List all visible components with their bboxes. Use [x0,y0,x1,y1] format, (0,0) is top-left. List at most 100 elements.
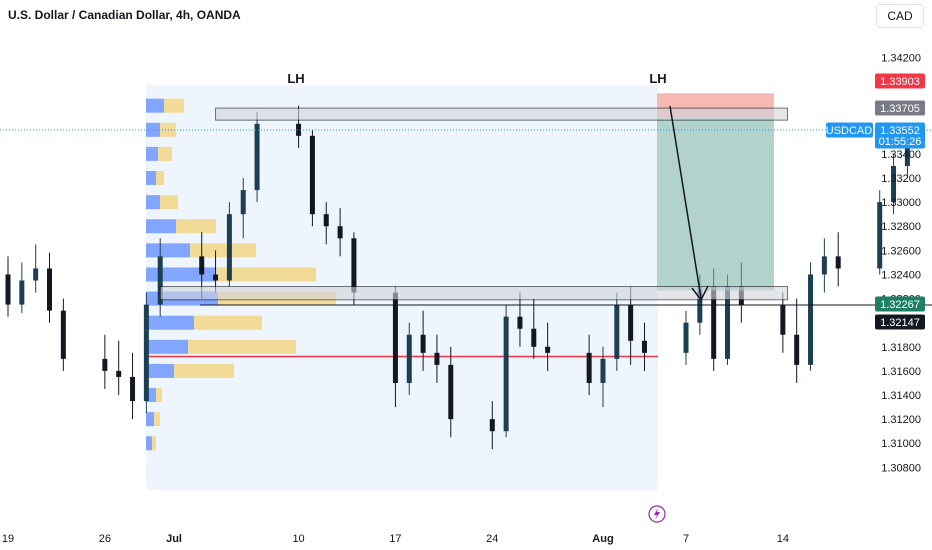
price-label-value: 1.32267 [880,299,920,311]
candles [5,105,910,450]
candle-body [143,304,149,402]
resistance-zone[interactable] [215,107,789,121]
candle-body [489,419,495,432]
price-label-box [875,100,925,116]
candle-body [711,286,717,359]
annotation-label: LH [287,71,304,86]
candle-body [531,328,537,347]
countdown-label: 01:55:26 [879,136,922,148]
candle-body [337,226,343,239]
support-zone[interactable] [159,286,789,301]
candle-body [628,304,634,341]
candle-body [47,268,53,311]
vp-bar-yellow [158,146,172,161]
price-label-box [875,73,925,89]
candle-body [586,352,592,383]
vp-bar-yellow [176,219,216,234]
price-label-value: 1.33705 [880,103,920,115]
vp-bar-yellow [190,243,256,258]
y-tick-label: 1.32400 [881,269,921,281]
candle-body [19,280,25,305]
candle-body [406,334,412,383]
candle-body [835,256,841,269]
candle-body [891,165,897,203]
y-tick-label: 1.33200 [881,173,921,185]
arrow-head [691,285,709,302]
vp-bar-blue [146,315,194,330]
y-tick-label: 1.31800 [881,342,921,354]
x-tick-label: 26 [99,533,111,545]
price-label-value: 1.32147 [880,317,920,329]
y-tick-label: 1.32800 [881,221,921,233]
candle-body [641,340,647,353]
y-tick-label: 1.31400 [881,390,921,402]
x-tick-label: 24 [486,533,498,545]
y-tick-label: 1.34200 [881,52,921,64]
vp-bar-yellow [156,388,162,403]
candle-body [116,370,122,377]
candle-body [780,304,786,335]
x-tick-label: 7 [683,533,689,545]
chart-title: U.S. Dollar / Canadian Dollar, 4h, OANDA [8,8,241,22]
candle-body [503,316,509,432]
x-tick-label: 10 [292,533,304,545]
candle-body [254,123,260,191]
time-axis: 19 26 Jul 10 17 24 Aug 7 14 [2,505,789,545]
candle-body [545,346,551,353]
vp-bar-blue [146,219,176,234]
x-tick-label: 14 [777,533,789,545]
price-axis: 1.342001.340001.338001.336001.334001.332… [881,52,921,474]
vp-bar-blue [146,267,216,282]
candle-body [213,274,219,281]
price-label-box [875,122,925,149]
zones: LH LH [0,71,932,306]
vp-bar-blue [146,436,152,451]
arrow-line [669,105,702,299]
vp-bar-yellow [194,315,262,330]
candle-body [794,334,800,365]
candle-body [904,135,910,166]
candle-body [517,316,523,329]
lightning-icon-glyph [654,508,660,520]
candle-body [33,268,39,281]
y-tick-label: 1.31000 [881,438,921,450]
candle-body [877,202,883,269]
y-tick-label: 1.33400 [881,149,921,161]
candle-body [600,358,606,383]
x-tick-label: Jul [166,533,182,545]
y-tick-label: 1.30800 [881,462,921,474]
price-label-box [875,314,925,330]
y-tick-label: 1.31600 [881,366,921,378]
candle-body [240,190,246,215]
vp-bar-blue [146,98,164,113]
candle-body [420,334,426,353]
vp-bar-blue [146,171,156,186]
candle-body [392,292,398,383]
currency-button[interactable]: CAD [876,4,924,28]
vp-bar-blue [146,339,188,354]
symbol-label: USDCAD [826,125,873,137]
price-label-value: 1.33552 [880,125,920,137]
candle-body [821,256,827,275]
y-tick-label: 1.33000 [881,197,921,209]
vp-bar-yellow [164,98,184,113]
candle-body [309,135,315,215]
vp-bar-yellow [154,412,160,427]
price-label-value: 1.33903 [880,76,920,88]
vp-bar-yellow [152,436,156,451]
candle-body [5,274,11,305]
vp-bar-blue [146,195,160,210]
vp-bar-blue [146,412,154,427]
x-tick-label: Aug [592,533,613,545]
candle-body [808,274,814,365]
vp-bar-yellow [216,267,316,282]
take-profit-zone [657,117,774,291]
candle-body [725,286,731,359]
y-tick-label: 1.31200 [881,414,921,426]
candle-body [157,256,163,305]
annotation-label: LH [649,71,666,86]
x-tick-label: 17 [389,533,401,545]
x-tick-label: 19 [2,533,14,545]
